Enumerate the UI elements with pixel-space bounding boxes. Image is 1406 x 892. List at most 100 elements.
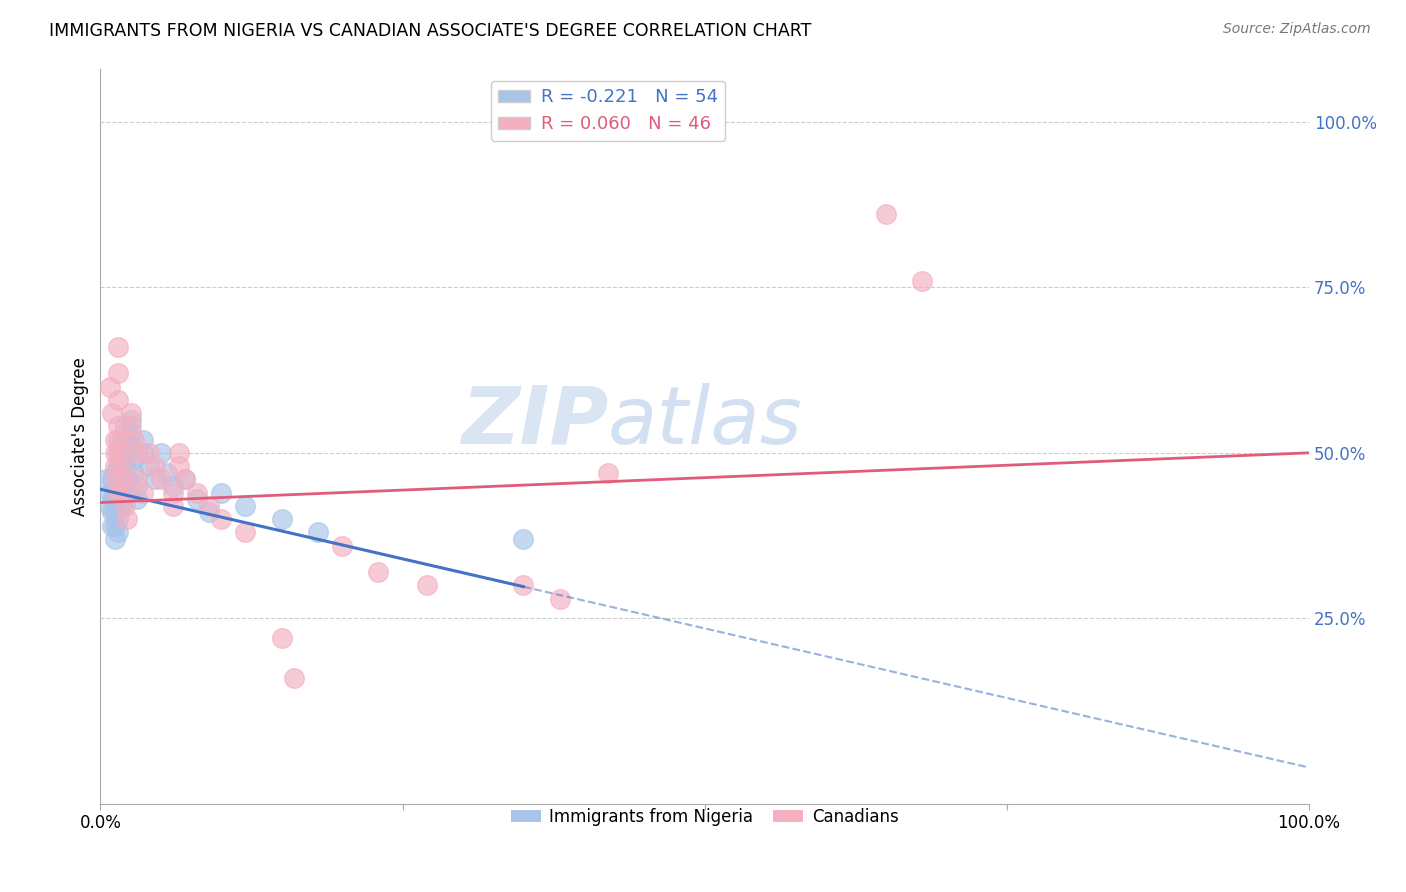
Point [104,472,127,486]
Point [270,632,292,646]
Point [111,458,134,473]
Point [131,433,153,447]
Point [596,466,619,480]
Point [143,458,166,473]
Point [111,499,134,513]
Point [107,525,129,540]
Point [162,479,184,493]
Text: ZIP: ZIP [461,383,607,460]
Point [114,458,136,473]
Point [104,492,127,507]
Point [174,472,197,486]
Point [162,499,184,513]
Point [107,485,129,500]
Point [111,485,134,500]
Point [198,505,221,519]
Point [104,446,127,460]
Point [107,512,129,526]
Point [96,472,118,486]
Point [174,472,197,486]
Point [415,578,437,592]
Point [107,446,129,460]
Text: IMMIGRANTS FROM NIGERIA VS CANADIAN ASSOCIATE'S DEGREE CORRELATION CHART: IMMIGRANTS FROM NIGERIA VS CANADIAN ASSO… [49,22,811,40]
Y-axis label: Associate's Degree: Associate's Degree [72,357,89,516]
Point [149,472,172,486]
Point [107,419,129,434]
Point [104,518,127,533]
Point [111,433,134,447]
Point [911,274,934,288]
Point [162,485,184,500]
Point [101,492,124,507]
Point [149,446,172,460]
Point [125,492,148,507]
Point [104,458,127,473]
Point [104,433,127,447]
Point [512,532,534,546]
Point [107,340,129,354]
Point [875,207,897,221]
Point [120,419,142,434]
Point [167,446,190,460]
Text: atlas: atlas [607,383,803,460]
Point [114,419,136,434]
Point [111,458,134,473]
Point [104,466,127,480]
Point [120,439,142,453]
Point [111,485,134,500]
Point [131,446,153,460]
Point [548,591,571,606]
Point [235,499,257,513]
Point [198,499,221,513]
Point [105,485,128,500]
Point [120,406,142,420]
Point [111,472,134,486]
Point [98,499,121,513]
Point [107,433,129,447]
Point [235,525,257,540]
Point [209,512,232,526]
Point [107,499,129,513]
Point [209,485,232,500]
Point [107,392,129,407]
Point [115,472,138,486]
Point [125,479,148,493]
Point [283,671,305,685]
Point [186,492,208,507]
Point [122,466,145,480]
Point [114,433,136,447]
Point [111,472,134,486]
Point [114,499,136,513]
Point [107,367,129,381]
Point [512,578,534,592]
Point [104,505,127,519]
Point [101,505,124,519]
Point [107,472,129,486]
Point [98,485,121,500]
Point [115,485,138,500]
Point [143,472,166,486]
Point [104,479,127,493]
Text: Source: ZipAtlas.com: Source: ZipAtlas.com [1223,22,1371,37]
Point [107,458,129,473]
Point [104,532,127,546]
Point [125,446,148,460]
Point [101,472,124,486]
Legend: Immigrants from Nigeria, Canadians: Immigrants from Nigeria, Canadians [505,801,905,832]
Point [307,525,329,540]
Point [367,565,389,579]
Point [101,518,124,533]
Point [330,539,353,553]
Point [115,512,138,526]
Point [125,472,148,486]
Point [122,452,145,467]
Point [120,425,142,440]
Point [107,446,129,460]
Point [131,485,153,500]
Point [270,512,292,526]
Point [111,446,134,460]
Point [138,446,160,460]
Point [156,466,179,480]
Point [114,446,136,460]
Point [138,458,160,473]
